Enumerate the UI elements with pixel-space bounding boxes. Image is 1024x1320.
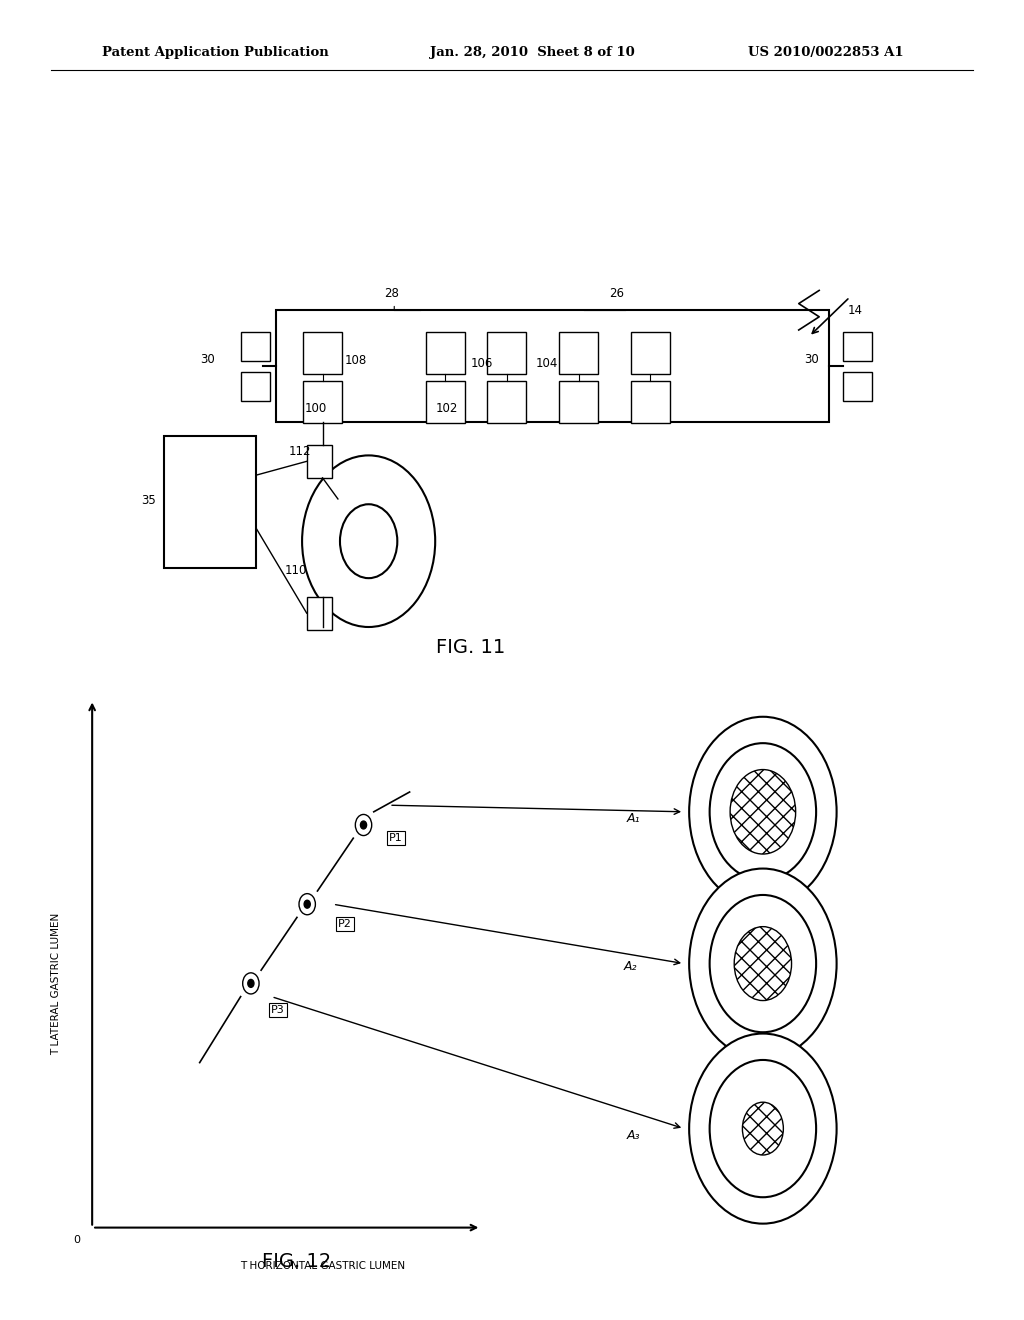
Text: 35: 35 xyxy=(141,494,156,507)
Circle shape xyxy=(243,973,259,994)
FancyBboxPatch shape xyxy=(426,381,465,424)
Circle shape xyxy=(355,814,372,836)
Text: P3: P3 xyxy=(271,1005,285,1015)
FancyBboxPatch shape xyxy=(631,331,670,374)
Circle shape xyxy=(689,869,837,1059)
FancyBboxPatch shape xyxy=(303,381,342,424)
Text: 110: 110 xyxy=(285,564,307,577)
Circle shape xyxy=(710,895,816,1032)
Circle shape xyxy=(710,743,816,880)
Text: 26: 26 xyxy=(609,286,625,300)
Text: P2: P2 xyxy=(338,919,352,929)
FancyBboxPatch shape xyxy=(426,331,465,374)
Text: 100: 100 xyxy=(305,401,328,414)
Circle shape xyxy=(360,821,367,829)
Text: 104: 104 xyxy=(536,356,558,370)
Circle shape xyxy=(689,717,837,907)
FancyBboxPatch shape xyxy=(559,331,598,374)
Text: P1: P1 xyxy=(389,833,402,843)
Text: T HORIZONTAL GASTRIC LUMEN: T HORIZONTAL GASTRIC LUMEN xyxy=(240,1261,406,1271)
Text: Patent Application Publication: Patent Application Publication xyxy=(102,46,329,59)
FancyBboxPatch shape xyxy=(164,436,256,568)
FancyBboxPatch shape xyxy=(487,381,526,424)
FancyBboxPatch shape xyxy=(241,331,270,360)
FancyBboxPatch shape xyxy=(307,597,332,630)
Text: 30: 30 xyxy=(200,352,214,366)
Text: A₃: A₃ xyxy=(627,1129,640,1142)
FancyBboxPatch shape xyxy=(276,310,829,422)
FancyBboxPatch shape xyxy=(303,331,342,374)
Text: 14: 14 xyxy=(848,304,863,317)
Text: 0: 0 xyxy=(74,1236,80,1246)
Text: A₂: A₂ xyxy=(624,960,637,973)
Circle shape xyxy=(302,455,435,627)
Text: FIG. 11: FIG. 11 xyxy=(436,639,506,657)
Circle shape xyxy=(304,900,310,908)
FancyBboxPatch shape xyxy=(307,445,332,478)
Text: 106: 106 xyxy=(471,356,494,370)
FancyBboxPatch shape xyxy=(241,372,270,401)
FancyBboxPatch shape xyxy=(631,381,670,424)
Text: 108: 108 xyxy=(345,354,368,367)
Text: 112: 112 xyxy=(289,445,311,458)
FancyBboxPatch shape xyxy=(559,381,598,424)
Circle shape xyxy=(248,979,254,987)
Circle shape xyxy=(710,1060,816,1197)
Text: 28: 28 xyxy=(384,286,399,300)
Circle shape xyxy=(689,1034,837,1224)
Text: 102: 102 xyxy=(435,401,458,414)
Text: A₁: A₁ xyxy=(627,812,640,825)
Text: T LATERAL GASTRIC LUMEN: T LATERAL GASTRIC LUMEN xyxy=(51,912,61,1055)
Text: FIG. 12: FIG. 12 xyxy=(262,1253,332,1271)
Circle shape xyxy=(299,894,315,915)
FancyBboxPatch shape xyxy=(843,331,872,360)
Text: 30: 30 xyxy=(804,352,818,366)
FancyBboxPatch shape xyxy=(487,331,526,374)
Text: Jan. 28, 2010  Sheet 8 of 10: Jan. 28, 2010 Sheet 8 of 10 xyxy=(430,46,635,59)
Text: US 2010/0022853 A1: US 2010/0022853 A1 xyxy=(748,46,903,59)
Circle shape xyxy=(340,504,397,578)
FancyBboxPatch shape xyxy=(843,372,872,401)
